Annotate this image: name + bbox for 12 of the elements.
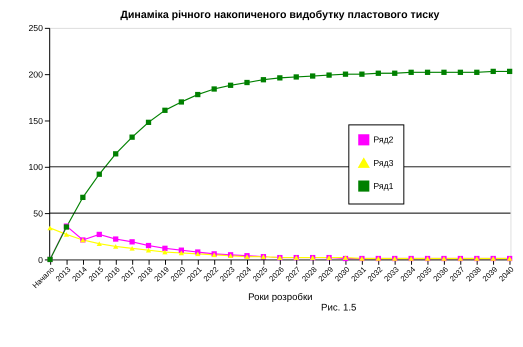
- y-tick-label: 250: [28, 23, 44, 34]
- y-tick-label: 150: [28, 116, 44, 126]
- text: Рис. 1.5: [321, 302, 356, 314]
- chart-title: Динаміка річного накопиченого видобутку пластового тиску: [120, 9, 440, 22]
- y-tick-label: 100: [28, 162, 44, 172]
- x-axis-title: Роки розробки: [248, 292, 313, 303]
- y-tick-label: 0: [38, 254, 44, 265]
- y-tick-label: 200: [28, 70, 44, 80]
- legend-label: Ряд3: [373, 158, 394, 168]
- y-tick-label: 50: [33, 208, 44, 218]
- legend-label: Ряд2: [373, 134, 394, 145]
- legend-label: Ряд1: [373, 181, 394, 191]
